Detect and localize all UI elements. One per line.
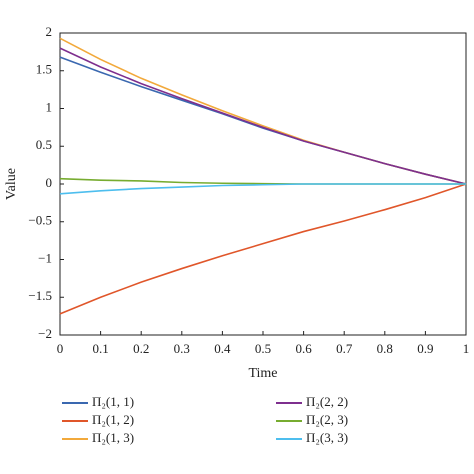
y-tick-label: −2 [38,326,52,341]
y-tick-label: −1.5 [28,288,52,303]
y-tick-label: 0 [46,175,53,190]
x-tick-label: 0.2 [133,341,149,356]
x-axis-label: Time [248,366,277,381]
x-tick-label: 0.6 [295,341,312,356]
series-line [59,47,467,185]
x-tick-label: 0 [57,341,64,356]
legend-label: Π₂(1, 1) [92,394,134,409]
legend-label: Π₂(2, 2) [306,394,348,409]
y-axis-label: Value [4,168,19,200]
x-tick-label: 0.3 [174,341,190,356]
y-tick-label: 1 [46,99,53,114]
legend-label: Π₂(2, 3) [306,412,348,427]
x-tick-label: 1 [463,341,470,356]
x-tick-label: 0.1 [92,341,108,356]
y-tick-label: −0.5 [28,213,52,228]
x-tick-label: 0.9 [417,341,433,356]
y-tick-label: 1.5 [36,62,52,77]
x-tick-label: 0.7 [336,341,353,356]
y-tick-label: 0.5 [36,137,52,152]
series-line [59,183,467,315]
y-tick-label: −1 [38,250,52,265]
legend-label: Π₂(3, 3) [306,430,348,445]
legend-label: Π₂(1, 3) [92,430,134,445]
x-tick-label: 0.8 [377,341,393,356]
y-tick-label: 2 [46,24,53,39]
series-line [59,183,466,195]
x-tick-label: 0.4 [214,341,231,356]
legend-label: Π₂(1, 2) [92,412,134,427]
series-line [59,56,467,185]
series-line [59,37,467,185]
x-tick-label: 0.5 [255,341,271,356]
